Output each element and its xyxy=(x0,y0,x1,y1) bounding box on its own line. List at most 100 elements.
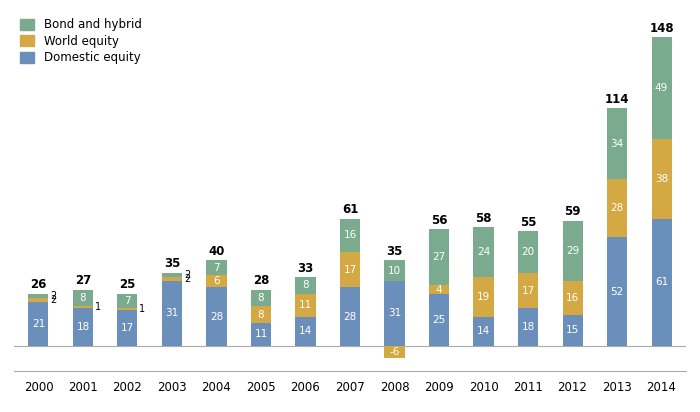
Text: 1: 1 xyxy=(94,302,101,312)
Text: 31: 31 xyxy=(388,309,401,318)
Text: 16: 16 xyxy=(344,230,356,240)
Bar xyxy=(607,237,627,346)
Text: 28: 28 xyxy=(210,311,223,322)
Bar xyxy=(73,306,93,308)
Text: 2: 2 xyxy=(50,295,57,305)
Text: 29: 29 xyxy=(566,246,579,256)
Bar xyxy=(295,316,316,346)
Bar xyxy=(652,37,671,140)
Text: 52: 52 xyxy=(610,287,624,297)
Text: 2: 2 xyxy=(184,274,190,284)
Text: 8: 8 xyxy=(80,293,86,303)
Text: 16: 16 xyxy=(566,293,579,303)
Text: 24: 24 xyxy=(477,247,490,257)
Text: 20: 20 xyxy=(522,247,535,257)
Legend: Bond and hybrid, World equity, Domestic equity: Bond and hybrid, World equity, Domestic … xyxy=(20,18,141,64)
Bar xyxy=(118,310,137,346)
Text: 28: 28 xyxy=(344,311,356,322)
Bar xyxy=(162,277,182,281)
Bar xyxy=(251,306,271,323)
Bar xyxy=(384,346,405,358)
Bar xyxy=(518,308,538,346)
Text: 33: 33 xyxy=(298,262,314,274)
Bar xyxy=(162,273,182,277)
Bar xyxy=(607,108,627,179)
Text: 4: 4 xyxy=(435,285,442,295)
Text: 61: 61 xyxy=(342,203,358,216)
Text: 8: 8 xyxy=(302,280,309,290)
Bar xyxy=(206,275,227,288)
Text: 11: 11 xyxy=(254,329,267,339)
Text: 31: 31 xyxy=(165,309,178,318)
Bar xyxy=(473,227,494,277)
Bar xyxy=(473,277,494,316)
Text: 15: 15 xyxy=(566,325,579,335)
Text: 25: 25 xyxy=(433,315,446,325)
Bar xyxy=(518,273,538,308)
Text: 7: 7 xyxy=(214,262,220,273)
Text: 55: 55 xyxy=(520,215,536,229)
Bar xyxy=(118,294,137,308)
Bar xyxy=(29,294,48,298)
Bar xyxy=(563,314,582,346)
Text: 26: 26 xyxy=(30,278,47,291)
Text: 8: 8 xyxy=(258,293,265,303)
Text: 27: 27 xyxy=(75,274,91,287)
Bar xyxy=(607,179,627,237)
Text: 49: 49 xyxy=(655,83,668,94)
Text: 58: 58 xyxy=(475,211,492,225)
Bar xyxy=(652,219,671,346)
Bar xyxy=(429,229,449,286)
Text: 34: 34 xyxy=(610,139,624,149)
Text: 56: 56 xyxy=(430,213,447,227)
Bar xyxy=(206,288,227,346)
Text: 61: 61 xyxy=(655,277,668,287)
Text: -6: -6 xyxy=(389,347,400,357)
Bar xyxy=(384,281,405,346)
Text: 28: 28 xyxy=(253,274,270,287)
Text: 14: 14 xyxy=(299,326,312,336)
Text: 25: 25 xyxy=(119,278,136,291)
Bar xyxy=(118,308,137,310)
Bar xyxy=(29,302,48,346)
Text: 6: 6 xyxy=(214,276,220,286)
Bar xyxy=(29,298,48,302)
Text: 8: 8 xyxy=(258,309,265,320)
Text: 1: 1 xyxy=(139,304,146,314)
Bar xyxy=(563,281,582,314)
Bar xyxy=(73,290,93,306)
Text: 2: 2 xyxy=(184,270,190,280)
Bar xyxy=(518,231,538,273)
Text: 11: 11 xyxy=(299,300,312,310)
Text: 17: 17 xyxy=(522,286,535,295)
Text: 18: 18 xyxy=(76,322,90,332)
Text: 59: 59 xyxy=(564,205,581,218)
Bar xyxy=(563,221,582,281)
Bar xyxy=(206,260,227,275)
Bar xyxy=(429,286,449,294)
Bar xyxy=(429,294,449,346)
Text: 28: 28 xyxy=(610,203,624,213)
Bar xyxy=(384,260,405,281)
Text: 2: 2 xyxy=(50,291,57,301)
Text: 14: 14 xyxy=(477,326,490,336)
Bar xyxy=(340,288,360,346)
Bar xyxy=(340,252,360,288)
Text: 7: 7 xyxy=(124,296,131,306)
Text: 148: 148 xyxy=(649,22,674,35)
Bar xyxy=(340,219,360,252)
Text: 10: 10 xyxy=(388,266,401,276)
Bar xyxy=(251,323,271,346)
Text: 17: 17 xyxy=(121,323,134,333)
Bar xyxy=(162,281,182,346)
Text: 38: 38 xyxy=(655,174,668,184)
Text: 27: 27 xyxy=(433,252,446,262)
Text: 19: 19 xyxy=(477,292,490,302)
Bar xyxy=(295,277,316,294)
Text: 40: 40 xyxy=(209,245,225,258)
Bar xyxy=(295,294,316,316)
Text: 17: 17 xyxy=(344,265,356,275)
Text: 114: 114 xyxy=(605,93,629,106)
Text: 35: 35 xyxy=(164,258,180,270)
Bar xyxy=(251,290,271,306)
